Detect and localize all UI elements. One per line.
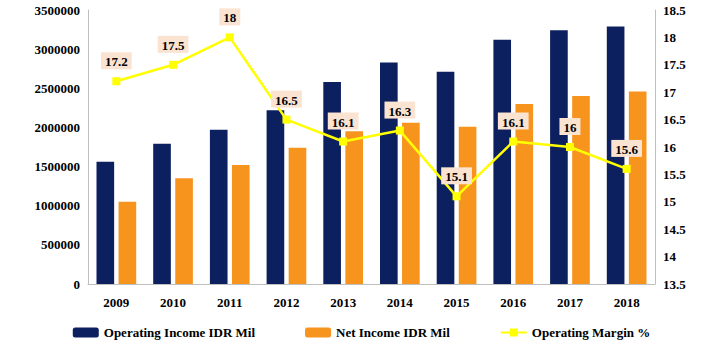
svg-text:15: 15	[663, 194, 677, 209]
svg-text:2010: 2010	[160, 295, 186, 310]
svg-text:500000: 500000	[41, 237, 80, 252]
svg-text:13.5: 13.5	[663, 277, 686, 292]
svg-text:1000000: 1000000	[35, 198, 81, 213]
svg-text:0: 0	[74, 277, 81, 292]
svg-text:Operating Margin %: Operating Margin %	[532, 325, 650, 340]
svg-text:Operating Income IDR Mil: Operating Income IDR Mil	[104, 325, 256, 340]
svg-text:1500000: 1500000	[35, 159, 81, 174]
svg-text:2018: 2018	[614, 295, 641, 310]
svg-text:16.5: 16.5	[275, 93, 298, 108]
svg-text:2013: 2013	[330, 295, 357, 310]
svg-text:16.5: 16.5	[663, 112, 686, 127]
svg-text:17.5: 17.5	[162, 38, 185, 53]
svg-text:2011: 2011	[217, 295, 242, 310]
svg-text:18.5: 18.5	[663, 3, 686, 18]
svg-text:15.1: 15.1	[445, 169, 468, 184]
svg-text:14.5: 14.5	[663, 222, 686, 237]
svg-text:16: 16	[563, 120, 577, 135]
svg-text:2015: 2015	[444, 295, 471, 310]
svg-text:2016: 2016	[500, 295, 527, 310]
svg-text:17.5: 17.5	[663, 57, 686, 72]
svg-text:2009: 2009	[103, 295, 130, 310]
svg-text:2012: 2012	[273, 295, 299, 310]
svg-text:3000000: 3000000	[35, 42, 81, 57]
svg-text:18: 18	[223, 10, 237, 25]
svg-text:15.5: 15.5	[663, 167, 686, 182]
svg-text:17: 17	[663, 85, 677, 100]
svg-text:16.1: 16.1	[332, 115, 355, 130]
svg-text:15.6: 15.6	[615, 142, 638, 157]
svg-text:2500000: 2500000	[35, 81, 81, 96]
svg-text:16.3: 16.3	[388, 104, 411, 119]
svg-text:16: 16	[663, 140, 677, 155]
svg-text:Net Income IDR Mil: Net Income IDR Mil	[336, 325, 450, 340]
svg-text:14: 14	[663, 249, 677, 264]
svg-text:3500000: 3500000	[35, 3, 81, 18]
svg-text:18: 18	[663, 30, 677, 45]
svg-text:17.2: 17.2	[105, 54, 128, 69]
svg-text:2000000: 2000000	[35, 120, 81, 135]
svg-text:2017: 2017	[557, 295, 584, 310]
svg-text:16.1: 16.1	[502, 115, 525, 130]
svg-text:2014: 2014	[387, 295, 414, 310]
